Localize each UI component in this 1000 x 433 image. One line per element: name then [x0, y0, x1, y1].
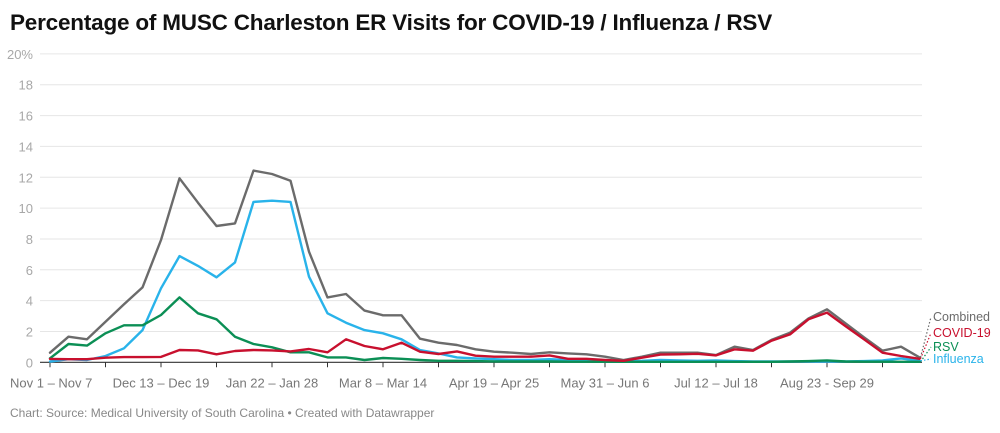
series-label-influenza: Influenza: [933, 352, 984, 366]
x-tick-label: Dec 13 – Dec 19: [113, 375, 210, 390]
x-tick-label: Mar 8 – Mar 14: [339, 375, 427, 390]
y-tick-label: 2: [26, 324, 33, 339]
y-tick-label: 8: [26, 232, 33, 247]
chart-title: Percentage of MUSC Charleston ER Visits …: [10, 10, 772, 35]
x-tick-label: Aug 23 - Sep 29: [780, 375, 874, 390]
x-tick-label: Apr 19 – Apr 25: [449, 375, 539, 390]
y-tick-label: 12: [19, 170, 33, 185]
x-tick-label: Jan 22 – Jan 28: [226, 375, 319, 390]
series-label-combined: Combined: [933, 310, 990, 324]
y-tick-label: 4: [26, 294, 33, 309]
y-tick-label: 6: [26, 263, 33, 278]
series-line-rsv: [48, 296, 921, 363]
y-tick-label: 18: [19, 78, 33, 93]
y-axis-tick-labels: 0 2 4 6 8 10 12 14 16 18 20%: [7, 47, 33, 370]
y-tick-label: 0: [26, 355, 33, 370]
y-tick-label: 20%: [7, 47, 33, 62]
series-label-covid-19: COVID-19: [933, 326, 991, 340]
leader-line-rsv: [920, 346, 932, 363]
x-axis: Nov 1 – Nov 7 Dec 13 – Dec 19 Jan 22 – Jan…: [10, 361, 922, 390]
series-line-influenza: [48, 199, 921, 363]
leader-line-influenza: [920, 358, 932, 362]
series-line-covid-19: [48, 311, 921, 362]
leader-line-covid-19: [919, 332, 932, 359]
y-tick-label: 14: [19, 139, 33, 154]
series-label-rsv: RSV: [933, 340, 959, 354]
y-tick-label: 10: [19, 201, 33, 216]
chart-footer: Chart: Source: Medical University of Sou…: [10, 406, 435, 420]
x-tick-label: May 31 – Jun 6: [561, 375, 650, 390]
leader-line-combined: [919, 316, 932, 358]
x-tick-label: Jul 12 – Jul 18: [674, 375, 758, 390]
y-tick-label: 16: [19, 109, 33, 124]
series-lines: [48, 169, 921, 363]
x-tick-label: Nov 1 – Nov 7: [10, 375, 92, 390]
gridlines: [40, 53, 922, 332]
